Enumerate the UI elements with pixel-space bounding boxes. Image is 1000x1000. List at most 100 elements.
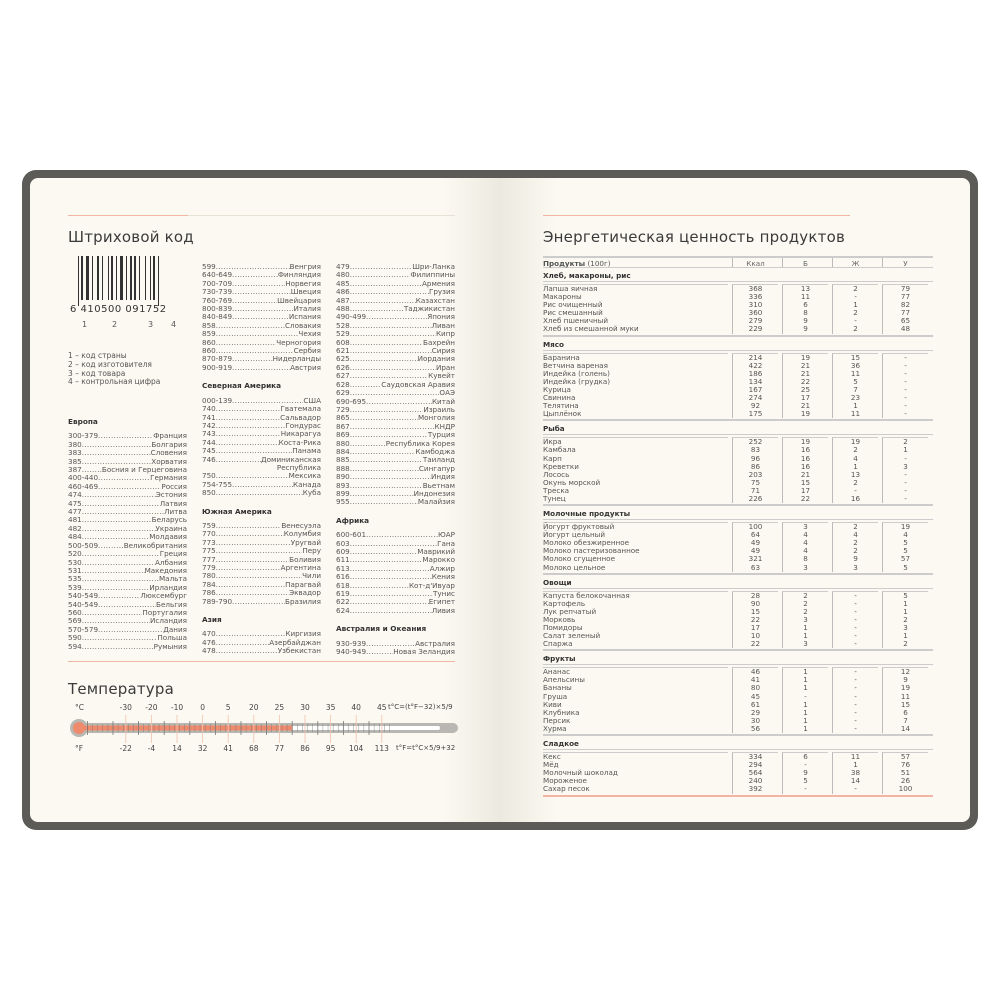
country-code: 400-440	[68, 474, 99, 483]
country-code: 899	[336, 489, 350, 498]
country-name: Республика	[276, 463, 321, 472]
nutrient-value: 16	[800, 453, 811, 463]
country-code-row: 626 Иран	[336, 364, 455, 372]
country-code-row: 629 ОАЭ	[336, 389, 455, 397]
country-name: Япония	[427, 313, 455, 322]
barcode-image	[78, 256, 170, 306]
protein-column: 19 21 21 22 25 17 21 19	[782, 352, 828, 419]
nutrient-value: 22	[800, 376, 811, 386]
nutrient-value: 56	[750, 723, 761, 733]
nutrient-value: 100	[898, 784, 913, 794]
country-code: 860	[202, 338, 216, 347]
nutrient-value: 564	[748, 768, 763, 778]
country-code: 865	[336, 414, 350, 423]
country-code-row: 940-949 Новая Зеландия	[336, 648, 455, 656]
dot-leader	[216, 639, 270, 647]
dot-leader	[216, 522, 282, 530]
nutrient-value: -	[804, 760, 807, 770]
country-name: Вьетнам	[422, 481, 455, 490]
nutrient-value: 7	[853, 384, 858, 394]
country-code: 608	[336, 338, 350, 347]
nutrient-value: 334	[748, 752, 763, 762]
dot-leader	[350, 372, 428, 380]
dot-leader	[232, 397, 303, 405]
dot-leader	[216, 330, 299, 338]
country-code: 477	[68, 508, 82, 517]
product-name: Капуста белокочанная	[543, 590, 630, 600]
protein-column: 19 16 16 16 21 15 17 22	[782, 437, 828, 504]
celsius-label: 30	[300, 703, 310, 712]
dot-leader	[350, 431, 428, 439]
nutrient-value: 28	[750, 590, 761, 600]
dot-leader	[98, 542, 124, 550]
nutrient-value: 22	[750, 639, 761, 649]
country-name: Саудовская Аравия	[381, 380, 455, 389]
fahrenheit-label: 32	[197, 744, 208, 753]
country-code: 850	[202, 489, 216, 498]
divider-accent	[68, 215, 188, 216]
product-name: Молоко сгущенное	[543, 554, 616, 564]
country-code-row: 603 Гана	[336, 540, 455, 548]
country-code-row: 478 Узбекистан	[202, 647, 321, 655]
nutrient-value: 49	[750, 546, 761, 556]
product-name: Треска	[543, 485, 570, 495]
divider	[68, 215, 455, 216]
dot-leader	[216, 414, 280, 422]
nutrient-value: 186	[748, 368, 763, 378]
country-code: 867	[336, 422, 350, 431]
nutrient-value: 1	[803, 631, 808, 641]
celsius-label: 40	[351, 703, 361, 712]
nutrient-value: -	[904, 469, 907, 479]
country-name: Новая Зеландия	[393, 648, 455, 657]
barcode-bar	[101, 256, 103, 300]
country-code: 618	[336, 581, 350, 590]
country-code-row: 955 Малайзия	[336, 498, 455, 506]
country-code-row: 777 Боливия	[202, 556, 321, 564]
country-name: Маврикий	[417, 548, 455, 556]
country-code: 880	[336, 439, 350, 448]
header-product-label: Продукты	[543, 259, 586, 268]
country-name: Казахстан	[415, 296, 455, 305]
country-name: Боливия	[289, 555, 321, 564]
country-code: 750	[202, 472, 216, 481]
dot-leader	[350, 590, 433, 598]
country-code-row: 627 Кувейт	[336, 372, 455, 380]
barcode-bar	[139, 256, 141, 300]
nutrient-value: -	[904, 393, 907, 403]
country-name: Финляндия	[277, 271, 321, 280]
nutrient-value: 11	[900, 691, 911, 701]
dot-leader	[82, 550, 160, 558]
dot-leader	[232, 297, 277, 305]
country-code: 540-549	[68, 592, 99, 601]
category-rows: Капуста белокочанная Картофель Лук репчаты…	[543, 589, 933, 652]
country-name: Парагвай	[285, 580, 321, 589]
country-name: ОАЭ	[439, 389, 455, 398]
product-name: Бананы	[543, 683, 572, 693]
nutrient-value: -	[904, 409, 907, 419]
barcode-bar	[129, 256, 132, 300]
country-code: 539	[68, 583, 82, 592]
barcode-bar	[107, 256, 109, 300]
country-code: 540-549	[68, 600, 99, 609]
country-code: 690-695	[336, 397, 367, 406]
country-name: Венесуэла	[281, 521, 321, 530]
region-heading: Южная Америка	[202, 506, 272, 516]
header-carbs: У	[882, 258, 928, 268]
category-heading: Молочные продукты	[543, 506, 933, 521]
dot-leader	[98, 601, 156, 609]
country-code-row: 730-739 Швеция	[202, 288, 321, 296]
kcal-column: 100 64 49 49 321 63	[732, 522, 778, 572]
country-code-row: 800-839 Италия	[202, 305, 321, 313]
nutrient-value: -	[854, 723, 857, 733]
country-name: Сербия	[293, 347, 321, 356]
country-code: 640-649	[202, 271, 233, 280]
country-code-row: 625 Иордания	[336, 355, 455, 363]
country-name: Латвия	[159, 499, 187, 508]
nutrient-value: -	[854, 691, 857, 701]
country-code: 746	[202, 455, 216, 464]
nutrient-value: 21	[800, 368, 811, 378]
nutrient-value: 49	[750, 538, 761, 548]
product-name: Лапша яичная	[543, 284, 598, 293]
country-code: 535	[68, 575, 82, 584]
